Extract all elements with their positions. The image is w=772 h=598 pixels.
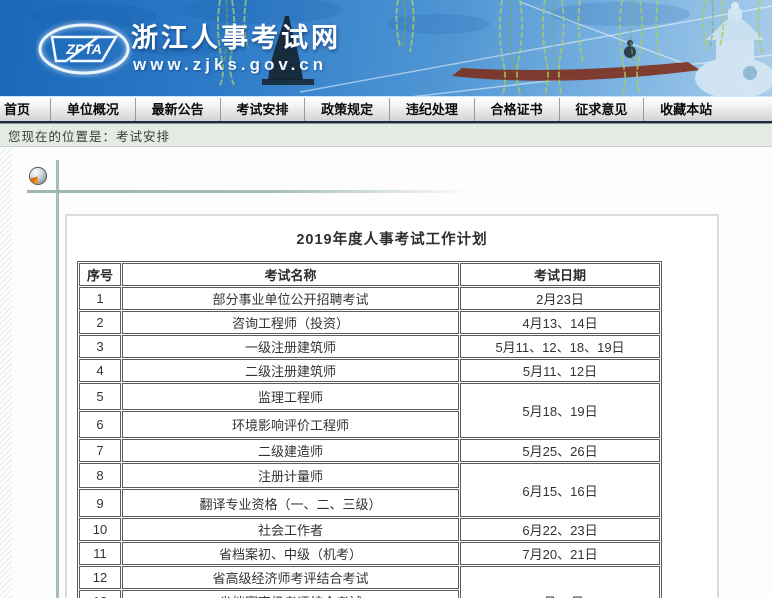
- table-row: 2 咨询工程师（投资） 4月13、14日: [79, 311, 660, 334]
- column-header-name: 考试名称: [122, 263, 459, 286]
- main-nav: 首页 单位概况 最新公告 考试安排 政策规定 违纪处理 合格证书 征求意见 收藏…: [0, 97, 772, 123]
- nav-item-policies[interactable]: 政策规定: [304, 98, 389, 121]
- exam-name-cell: 省档案初、中级（机考）: [122, 542, 459, 565]
- column-header-no: 序号: [79, 263, 121, 286]
- exam-date-cell: 5月11、12、18、19日: [460, 335, 660, 358]
- table-row: 6 环境影响评价工程师: [79, 411, 660, 438]
- breadcrumb: 您现在的位置是：考试安排: [8, 129, 171, 144]
- exam-name-cell: 二级建造师: [122, 439, 459, 462]
- nav-item-notices[interactable]: 最新公告: [134, 98, 220, 121]
- exam-name-cell: 咨询工程师（投资）: [122, 311, 459, 334]
- site-title: 浙江人事考试网: [131, 23, 341, 53]
- zpta-logo[interactable]: ZPTA: [36, 20, 132, 78]
- row-number-cell: 10: [79, 518, 121, 541]
- exam-date-cell: 5月18、19日: [460, 383, 660, 438]
- exam-date-cell: 2月23日: [460, 287, 660, 310]
- table-row: 12省高级经济师考评结合考试7月27日: [79, 566, 660, 598]
- horizontal-divider-line: [27, 190, 472, 193]
- row-number-cell: 5: [79, 383, 121, 410]
- nav-item-feedback[interactable]: 征求意见: [558, 98, 644, 121]
- table-row: 4 二级注册建筑师 5月11、12日: [79, 359, 660, 382]
- table-row: 9 翻译专业资格（一、二、三级）: [79, 489, 660, 517]
- row-number-cell: 3: [79, 335, 121, 358]
- exam-date-cell: 7月20、21日: [460, 542, 660, 565]
- table-row: 1 部分事业单位公开招聘考试 2月23日: [79, 287, 660, 310]
- exam-date-cell: 4月13、14日: [460, 311, 660, 334]
- exam-name-cell: 注册计量师: [122, 463, 459, 488]
- exam-name-cell: 翻译专业资格（一、二、三级）: [122, 489, 459, 517]
- exam-date-cell: 6月22、23日: [460, 518, 660, 541]
- row-number-cell: 8: [79, 463, 121, 488]
- exam-name-cell: 环境影响评价工程师: [122, 411, 459, 438]
- table-row: 7 二级建造师 5月25、26日: [79, 439, 660, 462]
- left-edge-pattern: [0, 148, 12, 598]
- exam-date-cell: 6月15、16日: [460, 463, 660, 517]
- nav-item-bookmark[interactable]: 收藏本站: [643, 98, 728, 121]
- row-number-cell: 11: [79, 542, 121, 565]
- nav-item-home[interactable]: 首页: [4, 102, 31, 117]
- row-number-cell: 2: [79, 311, 121, 334]
- table-row: 13省档案高级考评结合考试: [79, 590, 660, 598]
- table-header-row: 序号 考试名称 考试日期: [79, 263, 660, 286]
- nav-item-about[interactable]: 单位概况: [50, 98, 135, 121]
- plan-table-body: 1 部分事业单位公开招聘考试 2月23日 2 咨询工程师（投资） 4月13、14日 3 一级注…: [79, 287, 660, 598]
- row-number-cell: 12: [79, 566, 121, 589]
- exam-plan-table: 序号 考试名称 考试日期 1 部分事业单位公开招聘考试 2月23日 2 咨询工程师（投资…: [77, 261, 662, 598]
- content-box: 2019年度人事考试工作计划 序号 考试名称 考试日期 1 部分事业单位公开招聘考…: [65, 214, 719, 598]
- logo-text: ZPTA: [65, 41, 102, 57]
- site-header: ZPTA 浙江人事考试网 www.zjks.gov.cn: [0, 0, 772, 97]
- column-header-date: 考试日期: [460, 263, 660, 286]
- west-lake-scene-illustration: [33, 0, 772, 96]
- row-number-cell: 4: [79, 359, 121, 382]
- globe-icon: [28, 166, 48, 186]
- exam-name-cell: 社会工作者: [122, 518, 459, 541]
- table-row: 3 一级注册建筑师 5月11、12、18、19日: [79, 335, 660, 358]
- row-number-cell: 6: [79, 411, 121, 438]
- table-row: 5 监理工程师 5月18、19日: [79, 383, 660, 438]
- page-title: 2019年度人事考试工作计划: [296, 232, 488, 248]
- exam-name-cell: 省档案高级考评结合考试: [122, 590, 459, 598]
- table-row: 8 注册计量师 6月15、16日: [79, 463, 660, 517]
- table-row: 10 社会工作者 6月22、23日: [79, 518, 660, 541]
- nav-item-exam-schedule[interactable]: 考试安排: [219, 98, 305, 121]
- row-number-cell: 1: [79, 287, 121, 310]
- exam-date-cell: 5月25、26日: [460, 439, 660, 462]
- exam-date-cell: 5月11、12日: [460, 359, 660, 382]
- exam-name-cell: 一级注册建筑师: [122, 335, 459, 358]
- nav-item-certificates[interactable]: 合格证书: [473, 98, 559, 121]
- row-number-cell: 13: [79, 590, 121, 598]
- row-number-cell: 9: [79, 489, 121, 517]
- site-url: www.zjks.gov.cn: [133, 55, 328, 74]
- vertical-divider-line: [56, 160, 59, 598]
- table-row: 11 省档案初、中级（机考） 7月20、21日: [79, 542, 660, 565]
- row-number-cell: 7: [79, 439, 121, 462]
- nav-item-violations[interactable]: 违纪处理: [389, 98, 474, 121]
- exam-name-cell: 部分事业单位公开招聘考试: [122, 287, 459, 310]
- exam-name-cell: 监理工程师: [122, 383, 459, 410]
- exam-name-cell: 二级注册建筑师: [122, 359, 459, 382]
- exam-name-cell: 省高级经济师考评结合考试: [122, 566, 459, 589]
- breadcrumb-bar: 您现在的位置是：考试安排: [0, 123, 772, 147]
- exam-date-cell: 7月27日: [460, 566, 660, 598]
